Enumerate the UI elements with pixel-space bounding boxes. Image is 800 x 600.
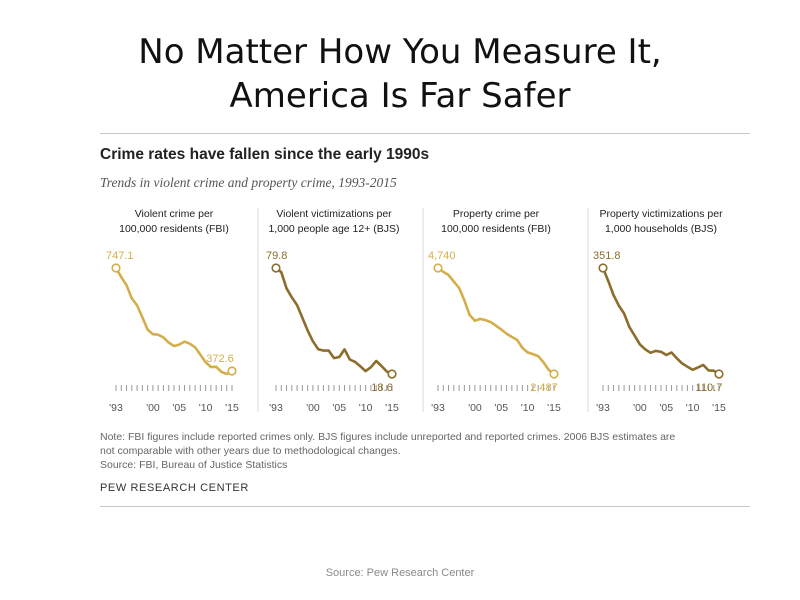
panel-2-tick-label-15: '15 [385, 402, 399, 414]
note-source: Source: FBI, Bureau of Justice Statistic… [100, 459, 288, 471]
panel-2-start-marker [271, 263, 281, 273]
panel-2-end-marker [387, 369, 397, 379]
slide-title-line1: No Matter How You Measure It, [138, 32, 662, 72]
panel-2-tick-label-05: '05 [332, 402, 346, 414]
panel-4-tick-label-05: '05 [659, 402, 673, 414]
panel-3-title-line2: 100,000 residents (FBI) [441, 223, 551, 235]
panel-3-start-marker [433, 263, 443, 273]
panel-3-end-label: 2,487 [530, 382, 558, 394]
panel-4-tick-label-00: '00 [633, 402, 647, 414]
panel-3-end-marker [549, 369, 559, 379]
chart-title: Crime rates have fallen since the early … [100, 146, 430, 163]
panel-4-title-line1: Property victimizations per [599, 208, 723, 220]
panel-1-start-marker [111, 263, 121, 273]
slide-title-line2: America Is Far Safer [229, 76, 571, 116]
small-multiples-chart: Violent crime per 100,000 residents (FBI)… [106, 208, 726, 414]
note-line-2: not comparable with other years due to m… [100, 445, 401, 457]
panel-1-end-marker [227, 366, 237, 376]
panel-4-series-line [601, 266, 721, 376]
panel-1-tick-label-00: '00 [146, 402, 160, 414]
panel-2-series-line [274, 266, 394, 376]
chart-note: Note: FBI figures include reported crime… [100, 430, 760, 472]
panel-2-title-line1: Violent victimizations per [276, 208, 392, 220]
chart-subtitle: Trends in violent crime and property cri… [100, 175, 397, 190]
panel-4-tick-label-10: '10 [686, 402, 700, 414]
panel-3-tick-label-10: '10 [521, 402, 535, 414]
panel-2-tick-label-93: '93 [269, 402, 283, 414]
panel-1-tick-label-93: '93 [109, 402, 123, 414]
panel-4-end-marker [714, 369, 724, 379]
note-line-1: Note: FBI figures include reported crime… [100, 431, 676, 443]
panel-3-tick-label-15: '15 [547, 402, 561, 414]
pew-brand-label: PEW RESEARCH CENTER [100, 482, 249, 494]
panel-3-tick-label-93: '93 [431, 402, 445, 414]
panel-2-tick-label-10: '10 [359, 402, 373, 414]
panel-3-series-line [436, 266, 556, 376]
panel-3-tick-label-00: '00 [468, 402, 482, 414]
panel-4-tick-label-93: '93 [596, 402, 610, 414]
panel-2-title-line2: 1,000 people age 12+ (BJS) [268, 223, 399, 235]
panel-4-end-label: 110.7 [696, 382, 723, 394]
panel-4-tick-label-15: '15 [712, 402, 726, 414]
panel-1-title-line1: Violent crime per [135, 208, 214, 220]
panel-3-tick-label-05: '05 [494, 402, 508, 414]
panel-2-end-label: 18.6 [371, 382, 392, 394]
panel-1-end-label: 372.6 [206, 353, 234, 365]
panel-4-title-line2: 1,000 households (BJS) [605, 223, 717, 235]
panel-1-tick-label-10: '10 [199, 402, 213, 414]
panel-1-series-line [114, 266, 234, 376]
panel-4-start-label: 351.8 [593, 250, 621, 262]
top-rule [100, 133, 750, 134]
panel-3-title-line1: Property crime per [453, 208, 540, 220]
panel-4-start-marker [598, 263, 608, 273]
panel-3-start-label: 4,740 [428, 250, 456, 262]
bottom-rule [100, 506, 750, 507]
slide-title: No Matter How You Measure It, America Is… [0, 30, 800, 118]
panel-1-tick-label-15: '15 [225, 402, 239, 414]
panel-2-start-label: 79.8 [266, 250, 287, 262]
panel-2-tick-label-00: '00 [306, 402, 320, 414]
panel-1-tick-label-05: '05 [172, 402, 186, 414]
panel-1-title-line2: 100,000 residents (FBI) [119, 223, 229, 235]
panel-1-start-label: 747.1 [106, 250, 134, 262]
slide-source: Source: Pew Research Center [325, 567, 475, 579]
